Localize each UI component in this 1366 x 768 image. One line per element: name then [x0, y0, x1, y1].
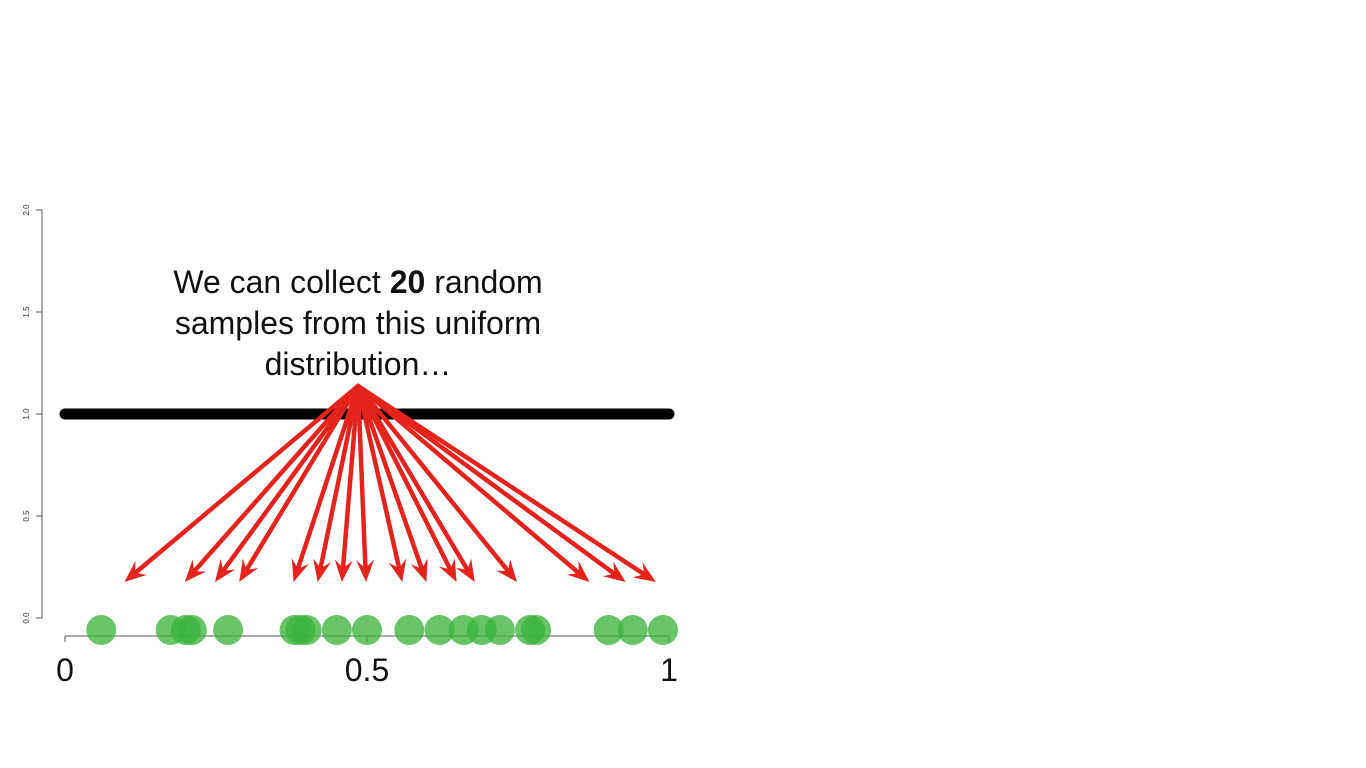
y-tick-label: 2.0 — [22, 204, 31, 216]
sample-point — [521, 615, 552, 645]
sampling-arrow — [355, 383, 656, 582]
sampling-arrow — [291, 383, 361, 582]
annotation-text: We can collect 20 random samples from th… — [130, 262, 586, 385]
sampling-arrows — [124, 383, 656, 582]
x-tick-label: 0.5 — [345, 652, 389, 688]
x-axis: 0 0.5 1 — [56, 635, 678, 688]
sample-point — [352, 615, 382, 645]
sample-point — [617, 615, 648, 645]
sample-points — [86, 615, 678, 645]
sampling-arrow — [355, 383, 428, 582]
sample-point — [424, 615, 455, 645]
y-tick-label: 0.5 — [22, 510, 31, 522]
x-tick-label: 1 — [660, 652, 678, 688]
y-tick-label: 1.5 — [22, 306, 31, 318]
sampling-arrow — [355, 383, 517, 582]
annotation-after: random samples from this uniform distrib… — [174, 264, 543, 382]
sampling-arrow — [355, 383, 375, 582]
sample-point — [321, 615, 352, 645]
sample-point — [86, 615, 117, 645]
sample-point — [394, 615, 425, 645]
x-tick-label: 0 — [56, 652, 74, 688]
sampling-arrow — [355, 383, 590, 582]
sampling-arrow — [334, 383, 361, 582]
sampling-arrow — [124, 383, 361, 582]
sampling-arrow — [355, 383, 626, 582]
y-tick-label: 1.0 — [22, 408, 31, 420]
y-tick-label: 0.0 — [22, 612, 31, 624]
sampling-arrow — [355, 383, 457, 582]
annotation-before: We can collect — [173, 264, 390, 300]
sample-point — [484, 615, 515, 645]
y-axis: 0.0 0.5 1.0 1.5 2.0 — [22, 204, 43, 624]
sample-point — [593, 615, 624, 645]
annotation-sample-count: 20 — [389, 264, 426, 300]
sampling-arrow — [239, 383, 361, 582]
sampling-arrow — [215, 383, 361, 582]
sample-point — [176, 615, 207, 645]
sampling-arrow — [313, 383, 361, 582]
sample-point — [213, 615, 244, 645]
sampling-arrow — [355, 383, 407, 582]
sampling-arrow — [184, 383, 361, 582]
sample-point — [647, 615, 678, 645]
sampling-arrow — [355, 383, 475, 582]
sample-point — [291, 615, 322, 645]
